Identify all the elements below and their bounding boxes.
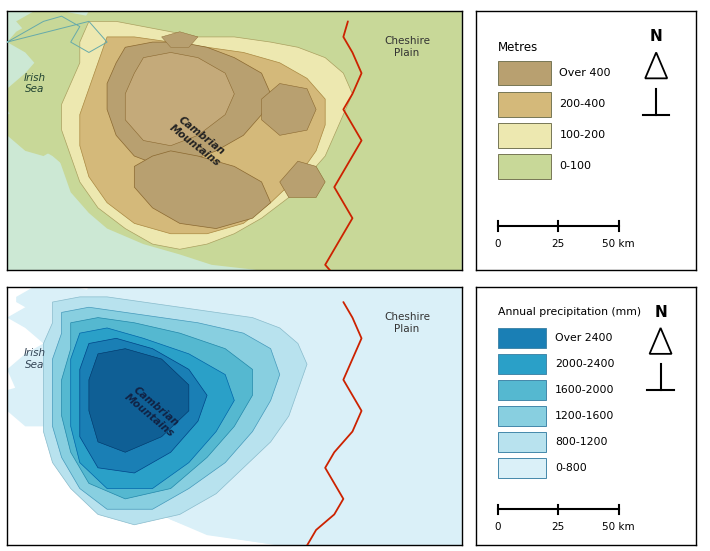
Polygon shape <box>62 21 352 249</box>
Text: 25: 25 <box>552 239 565 249</box>
Polygon shape <box>7 110 62 156</box>
Text: 50 km: 50 km <box>603 522 635 532</box>
Polygon shape <box>134 151 271 229</box>
Text: 1600-2000: 1600-2000 <box>555 385 614 395</box>
Text: 1200-1600: 1200-1600 <box>555 411 614 421</box>
Polygon shape <box>89 349 189 452</box>
Text: Cambrian
Mountains: Cambrian Mountains <box>122 383 183 439</box>
Polygon shape <box>7 287 462 545</box>
Text: Annual precipitation (mm): Annual precipitation (mm) <box>498 307 641 317</box>
Polygon shape <box>80 338 207 473</box>
Bar <box>498 328 546 348</box>
Polygon shape <box>16 11 107 42</box>
Polygon shape <box>62 317 253 499</box>
Polygon shape <box>280 161 325 197</box>
Polygon shape <box>71 328 234 489</box>
Bar <box>498 432 546 452</box>
Text: 0-100: 0-100 <box>559 161 591 171</box>
Bar <box>498 458 546 478</box>
Text: 25: 25 <box>552 522 565 532</box>
Text: 2000-2400: 2000-2400 <box>555 359 614 369</box>
Text: Over 400: Over 400 <box>559 68 611 78</box>
Polygon shape <box>80 37 325 234</box>
Polygon shape <box>53 307 280 509</box>
Bar <box>498 92 550 117</box>
Text: N: N <box>654 305 667 320</box>
Text: Cheshire
Plain: Cheshire Plain <box>384 36 430 58</box>
Text: Irish
Sea: Irish Sea <box>23 348 45 370</box>
Text: 0: 0 <box>494 239 501 249</box>
Bar <box>498 380 546 400</box>
Polygon shape <box>261 84 316 136</box>
Text: Cheshire
Plain: Cheshire Plain <box>384 312 430 333</box>
Text: 0-800: 0-800 <box>555 463 586 473</box>
Text: 50 km: 50 km <box>603 239 635 249</box>
Polygon shape <box>645 52 667 78</box>
Text: Metres: Metres <box>498 41 538 54</box>
Text: 0: 0 <box>494 522 501 532</box>
Polygon shape <box>162 32 198 47</box>
Polygon shape <box>7 11 462 270</box>
Text: 800-1200: 800-1200 <box>555 437 608 447</box>
Text: Irish
Sea: Irish Sea <box>23 73 45 94</box>
Polygon shape <box>107 42 271 166</box>
Text: Over 2400: Over 2400 <box>555 333 613 343</box>
Polygon shape <box>43 297 307 525</box>
Bar <box>498 123 550 148</box>
Polygon shape <box>16 287 107 317</box>
Bar <box>498 354 546 374</box>
Text: N: N <box>650 29 662 45</box>
Bar <box>498 61 550 85</box>
Polygon shape <box>34 287 461 545</box>
Polygon shape <box>650 328 672 354</box>
Text: Cambrian
Mountains: Cambrian Mountains <box>167 113 229 168</box>
Polygon shape <box>34 11 461 270</box>
Bar <box>498 406 546 426</box>
Text: 200-400: 200-400 <box>559 99 606 109</box>
Polygon shape <box>7 385 62 426</box>
Text: 100-200: 100-200 <box>559 131 606 141</box>
Bar <box>498 154 550 179</box>
Polygon shape <box>125 52 234 145</box>
